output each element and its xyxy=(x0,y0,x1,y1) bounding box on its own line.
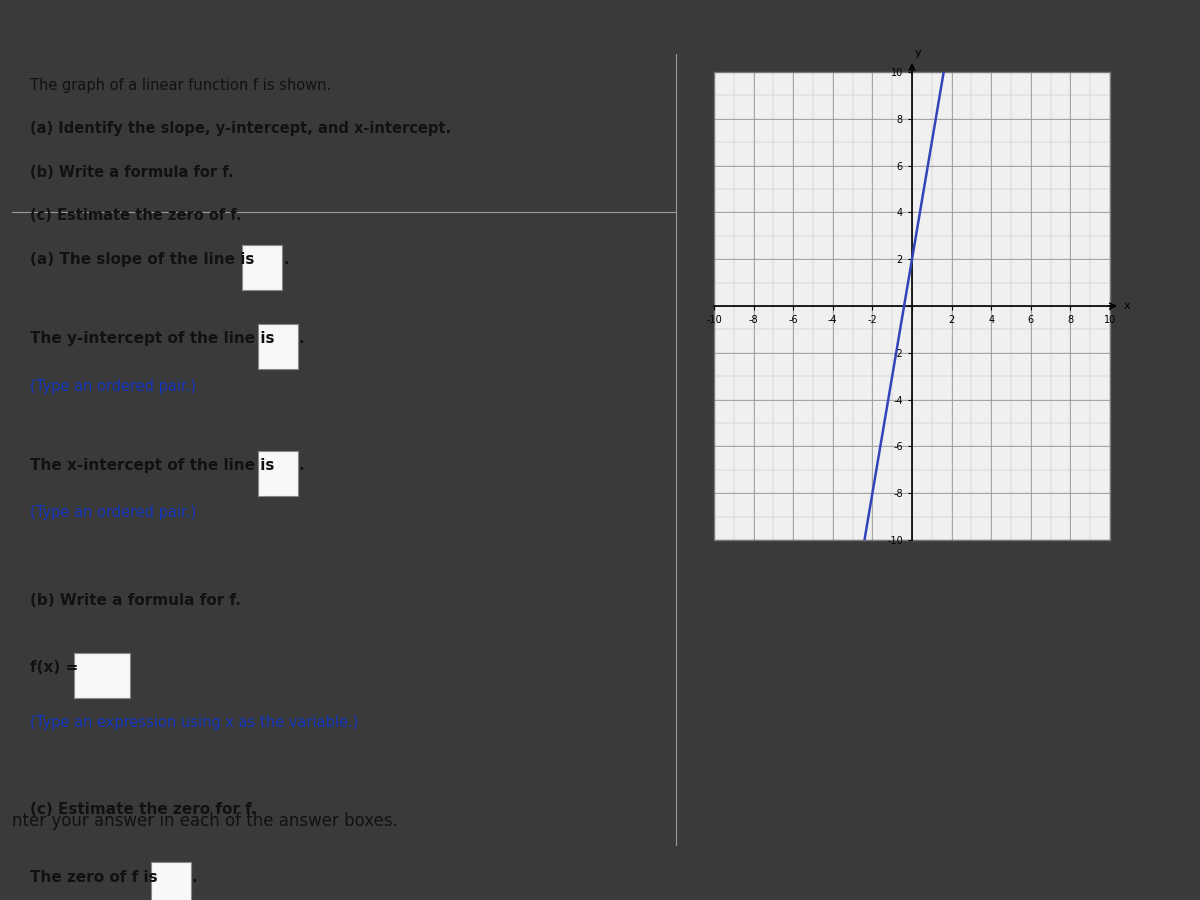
FancyBboxPatch shape xyxy=(151,862,191,900)
Text: .: . xyxy=(299,458,305,473)
Text: (b) Write a formula for f.: (b) Write a formula for f. xyxy=(30,592,240,608)
Text: (b) Write a formula for f.: (b) Write a formula for f. xyxy=(30,165,233,180)
Text: (c) Estimate the zero of f.: (c) Estimate the zero of f. xyxy=(30,209,241,223)
Text: .: . xyxy=(192,869,198,885)
Text: (c) Estimate the zero for f.: (c) Estimate the zero for f. xyxy=(30,803,256,817)
FancyBboxPatch shape xyxy=(242,245,282,290)
Bar xyxy=(714,72,1110,540)
FancyBboxPatch shape xyxy=(74,652,130,698)
Text: f(x) =: f(x) = xyxy=(30,660,78,675)
Text: .: . xyxy=(283,252,289,267)
Text: (a) Identify the slope, y-intercept, and x-intercept.: (a) Identify the slope, y-intercept, and… xyxy=(30,122,451,136)
FancyBboxPatch shape xyxy=(258,324,298,369)
Text: (Type an ordered pair.): (Type an ordered pair.) xyxy=(30,506,196,520)
Text: The graph of a linear function f is shown.: The graph of a linear function f is show… xyxy=(30,77,331,93)
Text: (a) The slope of the line is: (a) The slope of the line is xyxy=(30,252,254,267)
Text: The x-intercept of the line is: The x-intercept of the line is xyxy=(30,458,274,473)
Text: The zero of f is: The zero of f is xyxy=(30,869,157,885)
FancyBboxPatch shape xyxy=(258,451,298,496)
Text: nter your answer in each of the answer boxes.: nter your answer in each of the answer b… xyxy=(12,812,398,830)
Text: .: . xyxy=(299,331,305,346)
Text: (Type an expression using x as the variable.): (Type an expression using x as the varia… xyxy=(30,716,358,730)
Text: The y-intercept of the line is: The y-intercept of the line is xyxy=(30,331,274,346)
Text: (Type an ordered pair.): (Type an ordered pair.) xyxy=(30,379,196,393)
Text: y: y xyxy=(914,48,922,58)
Text: x: x xyxy=(1124,301,1130,311)
